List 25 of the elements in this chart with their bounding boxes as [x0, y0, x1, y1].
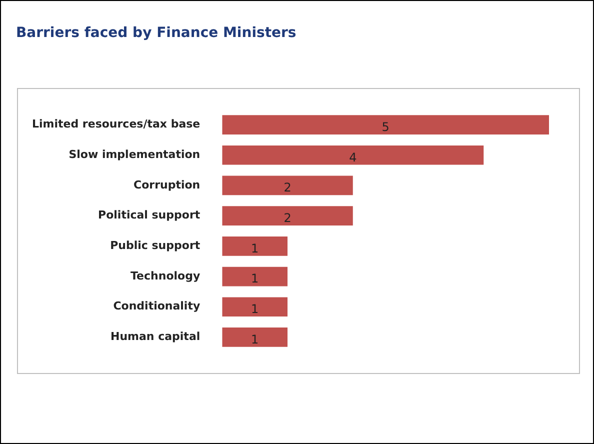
y-tick-label: Limited resources/tax base — [32, 118, 200, 131]
bar — [222, 328, 288, 347]
y-tick-label: Technology — [130, 269, 200, 282]
bar — [222, 297, 288, 317]
data-label: 2 — [284, 210, 292, 225]
bar — [222, 115, 549, 134]
y-tick-label: Public support — [110, 239, 200, 252]
y-tick-label: Political support — [98, 208, 200, 222]
y-tick-label: Conditionality — [113, 300, 200, 313]
data-label: 2 — [284, 180, 292, 195]
data-label: 4 — [349, 150, 357, 164]
data-label: 1 — [251, 332, 259, 346]
bar — [222, 176, 353, 196]
data-label: 5 — [382, 120, 390, 134]
data-label: 1 — [251, 302, 259, 316]
data-label: 1 — [251, 272, 259, 286]
bar — [222, 206, 353, 226]
bar — [222, 145, 484, 165]
bar — [222, 266, 288, 286]
bar — [222, 236, 288, 256]
y-tick-label: Human capital — [110, 330, 200, 344]
chart-title: Barriers faced by Finance Ministers — [16, 25, 296, 41]
y-tick-label: Slow implementation — [68, 148, 200, 161]
y-tick-label: Corruption — [134, 178, 200, 192]
data-label: 1 — [251, 241, 259, 256]
